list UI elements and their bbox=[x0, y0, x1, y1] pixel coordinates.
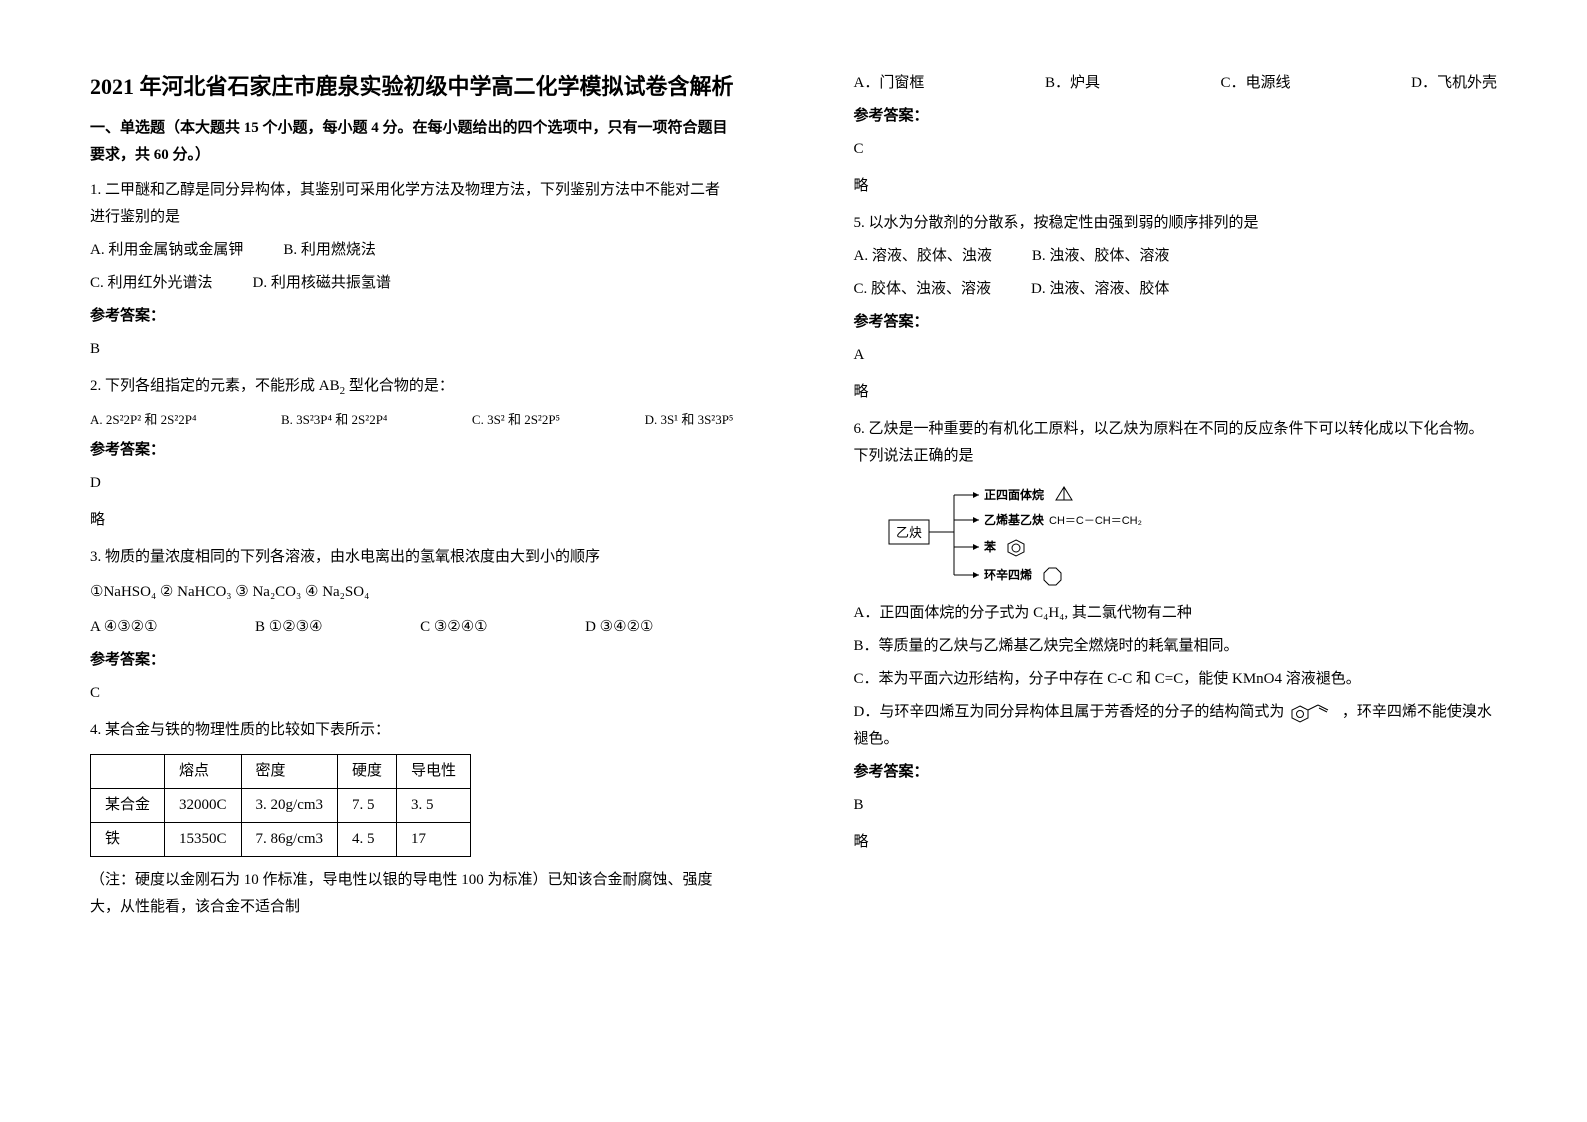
left-column: 2021 年河北省石家庄市鹿泉实验初级中学高二化学模拟试卷含解析 一、单选题（本… bbox=[0, 0, 794, 1122]
q1-answer-label: 参考答案： bbox=[90, 303, 734, 330]
q1-option-b: B. 利用燃烧法 bbox=[283, 237, 376, 264]
q1-answer: B bbox=[90, 336, 734, 363]
table-header-row: 熔点 密度 硬度 导电性 bbox=[91, 755, 471, 789]
question-6: 6. 乙炔是一种重要的有机化工原料，以乙炔为原料在不同的反应条件下可以转化成以下… bbox=[854, 416, 1498, 856]
section-1-header: 一、单选题（本大题共 15 个小题，每小题 4 分。在每小题给出的四个选项中，只… bbox=[90, 115, 734, 169]
q3-option-d: D ③④②① bbox=[585, 614, 653, 641]
q3-formula: ①NaHSO₄ ② NaHCO₃ ③ Na₂CO₃ ④ Na₂SO₄ bbox=[90, 579, 734, 606]
question-4: 4. 某合金与铁的物理性质的比较如下表所示： 熔点 密度 硬度 导电性 某合金 … bbox=[90, 717, 734, 921]
q2-answer: D bbox=[90, 470, 734, 497]
q6-answer: B bbox=[854, 792, 1498, 819]
svg-text:乙烯基乙炔: 乙烯基乙炔 bbox=[984, 512, 1044, 527]
q5-answer-label: 参考答案： bbox=[854, 309, 1498, 336]
question-5-text: 5. 以水为分散剂的分散系，按稳定性由强到弱的顺序排列的是 bbox=[854, 210, 1498, 237]
q1-option-d: D. 利用核磁共振氢谱 bbox=[253, 270, 391, 297]
q5-option-c: C. 胶体、浊液、溶液 bbox=[854, 276, 992, 303]
q3-option-b: B ①②③④ bbox=[255, 614, 323, 641]
table-header-cell: 熔点 bbox=[165, 755, 242, 789]
q4-answer-label: 参考答案： bbox=[854, 103, 1498, 130]
q5-answer: A bbox=[854, 342, 1498, 369]
q2-note: 略 bbox=[90, 507, 734, 534]
table-header-cell bbox=[91, 755, 165, 789]
table-cell: 某合金 bbox=[91, 789, 165, 823]
question-2-text: 2. 下列各组指定的元素，不能形成 AB2 型化合物的是： bbox=[90, 373, 734, 402]
question-1-text: 1. 二甲醚和乙醇是同分异构体，其鉴别可采用化学方法及物理方法，下列鉴别方法中不… bbox=[90, 177, 734, 231]
table-cell: 32000C bbox=[165, 789, 242, 823]
table-header-cell: 硬度 bbox=[338, 755, 397, 789]
q4-option-b: B．炉具 bbox=[1045, 70, 1100, 97]
q1-option-a: A. 利用金属钠或金属钾 bbox=[90, 237, 243, 264]
table-cell: 3. 20g/cm3 bbox=[241, 789, 338, 823]
table-cell: 4. 5 bbox=[338, 823, 397, 857]
q3-answer: C bbox=[90, 680, 734, 707]
question-5: 5. 以水为分散剂的分散系，按稳定性由强到弱的顺序排列的是 A. 溶液、胶体、浊… bbox=[854, 210, 1498, 406]
q3-option-a: A ④③②① bbox=[90, 614, 158, 641]
q4-answer: C bbox=[854, 136, 1498, 163]
q4-answer-note: 略 bbox=[854, 173, 1498, 200]
q6-answer-note: 略 bbox=[854, 829, 1498, 856]
question-6-text: 6. 乙炔是一种重要的有机化工原料，以乙炔为原料在不同的反应条件下可以转化成以下… bbox=[854, 416, 1498, 470]
q6-option-c: C．苯为平面六边形结构，分子中存在 C-C 和 C=C，能使 KMnO4 溶液褪… bbox=[854, 666, 1498, 693]
question-2: 2. 下列各组指定的元素，不能形成 AB2 型化合物的是： A. 2S²2P² … bbox=[90, 373, 734, 534]
q5-answer-note: 略 bbox=[854, 379, 1498, 406]
q4-note: （注：硬度以金刚石为 10 作标准，导电性以银的导电性 100 为标准）已知该合… bbox=[90, 867, 734, 921]
table-cell: 17 bbox=[397, 823, 471, 857]
diagram-svg: 乙炔 正四面体烷 乙烯基乙炔 CH＝C－CH＝CH₂ 苯 bbox=[884, 480, 1184, 590]
q6-reaction-diagram: 乙炔 正四面体烷 乙烯基乙炔 CH＝C－CH＝CH₂ 苯 bbox=[884, 480, 1498, 590]
question-3-text: 3. 物质的量浓度相同的下列各溶液，由水电离出的氢氧根浓度由大到小的顺序 bbox=[90, 544, 734, 571]
q2-option-a: A. 2S²2P² 和 2S²2P⁴ bbox=[90, 408, 197, 431]
q2-answer-label: 参考答案： bbox=[90, 437, 734, 464]
table-row: 某合金 32000C 3. 20g/cm3 7. 5 3. 5 bbox=[91, 789, 471, 823]
q1-option-c: C. 利用红外光谱法 bbox=[90, 270, 213, 297]
q5-option-b: B. 浊液、胶体、溶液 bbox=[1032, 243, 1170, 270]
q4-comparison-table: 熔点 密度 硬度 导电性 某合金 32000C 3. 20g/cm3 7. 5 … bbox=[90, 754, 471, 857]
q6-answer-label: 参考答案： bbox=[854, 759, 1498, 786]
table-cell: 3. 5 bbox=[397, 789, 471, 823]
question-1: 1. 二甲醚和乙醇是同分异构体，其鉴别可采用化学方法及物理方法，下列鉴别方法中不… bbox=[90, 177, 734, 363]
q2-option-c: C. 3S² 和 2S²2P⁵ bbox=[472, 408, 560, 431]
svg-text:环辛四烯: 环辛四烯 bbox=[984, 567, 1032, 582]
exam-title: 2021 年河北省石家庄市鹿泉实验初级中学高二化学模拟试卷含解析 bbox=[90, 70, 734, 103]
q6-option-d: D．与环辛四烯互为同分异构体且属于芳香烃的分子的结构简式为 ，环辛四烯不能使溴水… bbox=[854, 699, 1498, 753]
table-header-cell: 导电性 bbox=[397, 755, 471, 789]
table-row: 铁 15350C 7. 86g/cm3 4. 5 17 bbox=[91, 823, 471, 857]
table-cell: 7. 5 bbox=[338, 789, 397, 823]
svg-text:CH＝C－CH＝CH₂: CH＝C－CH＝CH₂ bbox=[1049, 515, 1142, 527]
table-cell: 15350C bbox=[165, 823, 242, 857]
svg-text:正四面体烷: 正四面体烷 bbox=[984, 487, 1044, 502]
q5-option-a: A. 溶液、胶体、浊液 bbox=[854, 243, 992, 270]
q3-answer-label: 参考答案： bbox=[90, 647, 734, 674]
q4-option-c: C．电源线 bbox=[1221, 70, 1291, 97]
q6-option-a: A．正四面体烷的分子式为 C₄H₄, 其二氯代物有二种 bbox=[854, 600, 1498, 627]
svg-text:乙炔: 乙炔 bbox=[896, 525, 922, 540]
svg-text:苯: 苯 bbox=[983, 539, 997, 554]
table-cell: 铁 bbox=[91, 823, 165, 857]
question-3: 3. 物质的量浓度相同的下列各溶液，由水电离出的氢氧根浓度由大到小的顺序 ①Na… bbox=[90, 544, 734, 707]
q3-option-c: C ③②④① bbox=[420, 614, 488, 641]
q5-option-d: D. 浊液、溶液、胶体 bbox=[1031, 276, 1169, 303]
table-header-cell: 密度 bbox=[241, 755, 338, 789]
table-cell: 7. 86g/cm3 bbox=[241, 823, 338, 857]
q2-option-b: B. 3S²3P⁴ 和 2S²2P⁴ bbox=[281, 408, 387, 431]
styrene-icon bbox=[1288, 702, 1338, 724]
q4-option-a: A．门窗框 bbox=[854, 70, 925, 97]
question-4-text: 4. 某合金与铁的物理性质的比较如下表所示： bbox=[90, 717, 734, 744]
q6-option-b: B．等质量的乙炔与乙烯基乙炔完全燃烧时的耗氧量相同。 bbox=[854, 633, 1498, 660]
q2-option-d: D. 3S¹ 和 3S²3P⁵ bbox=[645, 408, 734, 431]
q4-option-d: D．飞机外壳 bbox=[1411, 70, 1497, 97]
right-column: A．门窗框 B．炉具 C．电源线 D．飞机外壳 参考答案： C 略 5. 以水为… bbox=[794, 0, 1587, 1122]
